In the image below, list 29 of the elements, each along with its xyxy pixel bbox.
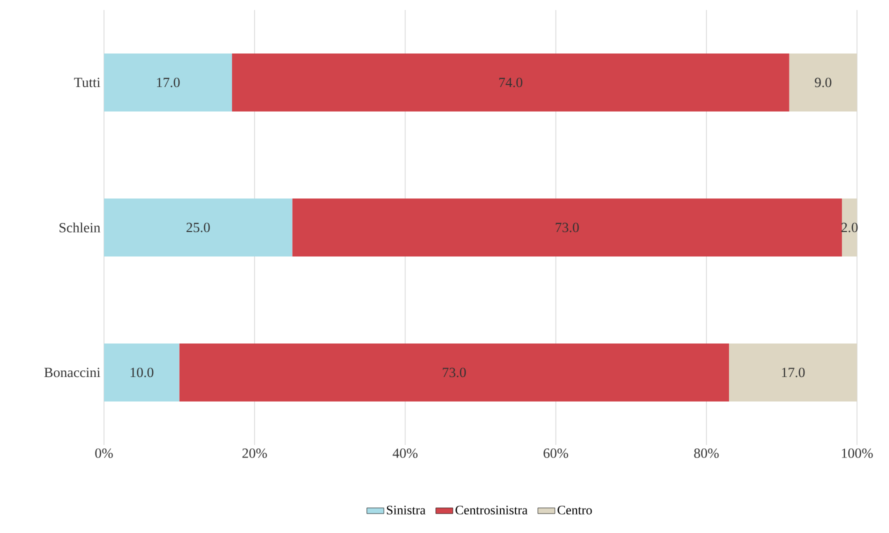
- legend-label: Centro: [558, 506, 592, 514]
- bar: [104, 53, 232, 112]
- data-label: 10.0: [130, 368, 154, 378]
- bar: [789, 53, 858, 112]
- x-tick-label: 40%: [392, 448, 418, 458]
- y-tick-label: Schlein: [60, 222, 100, 232]
- bar: [292, 198, 842, 256]
- data-label: 73.0: [556, 222, 579, 232]
- data-label: 25.0: [186, 222, 210, 232]
- legend-label: Sinistra: [386, 506, 426, 514]
- x-tick-label: 80%: [694, 448, 719, 458]
- data-label: 17.0: [157, 78, 180, 88]
- bar: [179, 343, 729, 402]
- data-label: 73.0: [442, 368, 466, 378]
- data-label: 74.0: [499, 78, 522, 88]
- x-tick-label: 60%: [544, 448, 568, 458]
- bar: [729, 343, 858, 402]
- x-tick-label: 0%: [95, 448, 113, 458]
- bar: [842, 198, 858, 256]
- bar: [104, 343, 180, 402]
- x-tick-label: 100%: [842, 448, 873, 458]
- data-label: 17.0: [782, 368, 805, 378]
- bar: [232, 53, 790, 112]
- y-tick-label: Bonaccini: [44, 368, 100, 378]
- bar: [104, 198, 292, 256]
- legend-label: Centrosinistra: [456, 506, 528, 514]
- x-tick-label: 20%: [242, 448, 267, 458]
- y-tick-label: Tutti: [74, 78, 100, 88]
- data-label: 9.0: [814, 78, 832, 88]
